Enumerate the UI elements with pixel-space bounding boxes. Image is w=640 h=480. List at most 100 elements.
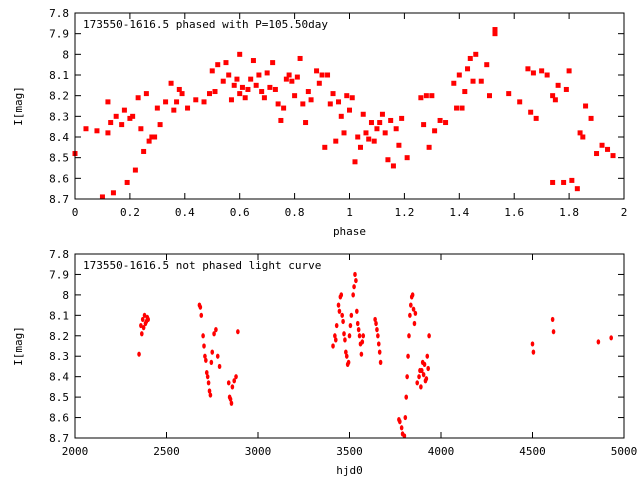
phased-data-point [459,105,465,111]
phased-data-point [239,84,245,90]
phased-data-point [297,55,303,61]
light-curve-data-point [228,396,233,402]
phased-data-point [185,105,191,111]
light-curve-data-point [373,316,377,323]
phased-y-tick-label: 8.2 [49,90,69,103]
light-curve-data-point [336,302,341,308]
light-curve-panel: 7.8 7.9 8 8.1 8.2 8.3 8.4 8.5 8.6 8.7 2000 2500 300… [12,248,637,477]
light-curve-data-point [411,306,416,312]
light-curve-data-point [201,333,205,339]
light-curve-data-point [361,333,366,339]
phased-data-point [352,159,358,165]
phased-data-point [550,93,556,99]
phased-data-point [207,91,213,97]
phased-data-point [193,97,199,103]
light-curve-data-point [551,329,556,335]
phased-data-point [404,155,410,161]
light-curve-data-point [333,337,338,343]
phased-data-point [152,134,158,140]
phased-data-point [574,186,580,192]
light-curve-data-point [410,292,415,298]
light-curve-points [137,271,613,439]
light-curve-data-point [217,363,222,370]
phased-data-point [363,130,369,136]
phased-data-point [138,126,144,132]
light-curve-data-point [215,353,220,359]
phased-data-point [278,117,284,123]
light-curve-data-point [424,376,429,382]
light-curve-data-point [530,341,535,347]
phased-data-point [610,153,616,159]
phased-data-point [382,130,388,136]
light-curve-y-tick-label: 8.5 [49,391,69,404]
light-curve-data-point [419,384,423,390]
phased-data-point [437,117,443,123]
light-curve-data-point [343,337,347,343]
light-curve-data-point [214,327,218,333]
phased-data-point [580,134,586,140]
light-curve-data-point [139,331,144,337]
light-curve-data-point [427,333,431,339]
phased-data-point [379,111,385,117]
phased-data-point [390,163,396,169]
light-curve-data-point [349,312,354,318]
phased-y-tick-label: 8.3 [49,110,69,123]
light-curve-x-tick-label: 2500 [153,445,180,458]
phased-data-point [135,95,141,101]
light-curve-data-point [142,312,147,318]
light-curve-x-tick-label: 4500 [519,445,546,458]
phased-y-tick-label: 8.6 [49,172,69,185]
light-curve-data-point [412,320,417,327]
phased-data-point [467,55,473,61]
light-curve-data-point [399,425,404,431]
phased-data-point [385,157,391,163]
phased-data-point [283,76,289,82]
light-curve-data-point [374,320,378,327]
phased-x-axis-label: phase [333,225,366,238]
phased-data-point [99,194,105,200]
phased-data-point [171,107,177,113]
light-curve-x-tick-label: 4000 [428,445,455,458]
phased-data-point [423,93,429,99]
light-curve-data-point [198,304,203,310]
phased-data-point [319,72,325,78]
light-curve-y-tick-label: 8.4 [49,371,69,384]
light-curve-data-point [359,351,364,357]
phased-data-point [371,138,377,144]
light-curve-data-point [342,331,346,337]
phased-chart-title: 173550-1616.5 phased with P=105.50day [83,18,328,31]
phased-data-point [454,105,460,111]
phased-data-point [539,68,545,74]
phased-data-point [599,142,605,148]
light-curve-data-point [405,374,409,380]
light-curve-data-point [426,365,430,372]
phased-data-point [316,80,322,86]
phased-data-point [563,86,569,92]
phased-data-point [322,144,328,150]
light-curve-data-point [550,316,555,323]
phased-data-point [583,103,589,109]
phased-data-point [303,120,309,126]
phased-data-point [267,84,273,90]
phased-data-point [163,99,169,105]
phased-data-point [338,113,344,119]
phased-data-point [533,115,539,121]
phased-plot-frame [74,12,625,200]
light-curve-data-point [354,277,358,284]
light-curve-y-axis-label: I[mag] [12,326,25,366]
light-curve-x-tick-label: 2000 [62,445,89,458]
phased-data-point [506,91,512,97]
light-curve-data-point [351,292,355,298]
light-curve-y-tick-label: 7.9 [49,268,69,281]
phased-data-point [314,68,320,74]
phased-data-point [577,130,583,136]
phased-data-point [212,89,218,95]
phased-data-point [223,60,229,66]
light-curve-data-point [360,339,365,345]
light-curve-data-point [596,339,601,345]
phased-data-point [462,89,468,95]
light-curve-data-point [340,312,344,318]
light-curve-data-point [208,392,213,398]
phased-data-point [259,89,265,95]
